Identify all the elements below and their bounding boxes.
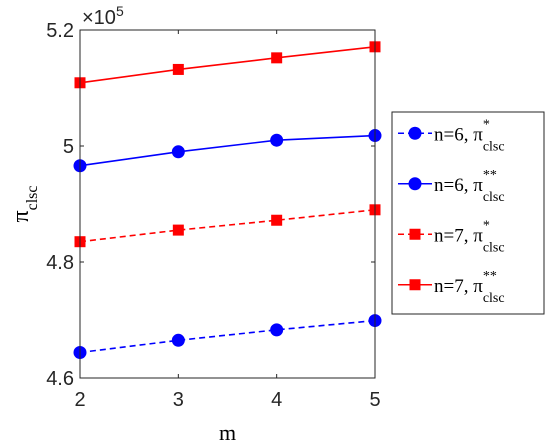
plot-frame — [79, 29, 376, 379]
y-tick-label: 4.8 — [46, 252, 74, 274]
legend: n=6, π* clsc n=6, π** clsc n=7, π* clsc n=7, π… — [391, 111, 545, 315]
series-n6-doublestar — [73, 129, 382, 173]
data-point-n6-doublestar — [171, 145, 185, 159]
data-point-n7-doublestar — [172, 63, 184, 75]
legend-entry-n6-star: n=6, π* clsc — [398, 117, 505, 154]
series-line-n6-star — [79, 319, 376, 354]
legend-label-n7-doublestar: n=7, π** clsc — [434, 269, 505, 306]
y-axis-ticks: 4.6 4.8 5 5.2 — [46, 20, 375, 390]
legend-marker-n7-doublestar — [409, 279, 421, 291]
series-n7-star — [74, 204, 381, 248]
series-n6-star — [73, 314, 382, 359]
x-tick-label: 4 — [271, 389, 282, 411]
y-axis-multiplier: ×105 — [82, 3, 124, 29]
legend-entries: n=6, π* clsc n=6, π** clsc n=7, π* clsc n=7, π… — [398, 117, 505, 306]
data-point-n7-star — [271, 214, 283, 226]
legend-marker-n6-doublestar — [408, 177, 422, 191]
data-point-n7-doublestar — [271, 52, 283, 64]
legend-label-n6-doublestar: n=6, π** clsc — [434, 168, 505, 205]
x-axis-ticks: 2 3 4 5 — [74, 30, 381, 411]
y-tick-label: 5.2 — [46, 20, 74, 42]
data-point-n6-star — [270, 323, 284, 337]
legend-marker-n6-star — [408, 126, 422, 140]
legend-marker-n7-star — [409, 228, 421, 240]
legend-label-n6-star: n=6, π* clsc — [434, 117, 505, 154]
series-line-n7-star — [79, 209, 376, 243]
y-axis-label: πclsc — [8, 186, 41, 223]
data-point-n6-star — [171, 333, 185, 347]
series-n7-doublestar — [74, 41, 381, 89]
series-line-n6-doublestar — [79, 134, 376, 167]
plot-layer — [73, 41, 382, 359]
data-point-n6-doublestar — [270, 133, 284, 147]
y-tick-label: 5 — [63, 136, 74, 158]
x-tick-label: 3 — [173, 389, 184, 411]
x-tick-label: 5 — [369, 389, 380, 411]
data-point-n7-star — [172, 224, 184, 236]
legend-entry-n7-doublestar: n=7, π** clsc — [398, 269, 505, 306]
x-tick-label: 2 — [74, 389, 85, 411]
legend-label-n7-star: n=7, π* clsc — [434, 218, 505, 255]
series-line-n7-doublestar — [79, 46, 376, 84]
y-tick-label: 4.6 — [46, 368, 74, 390]
x-axis-label: m — [219, 420, 236, 445]
legend-entry-n7-star: n=7, π* clsc — [398, 218, 505, 255]
legend-entry-n6-doublestar: n=6, π** clsc — [398, 168, 505, 205]
